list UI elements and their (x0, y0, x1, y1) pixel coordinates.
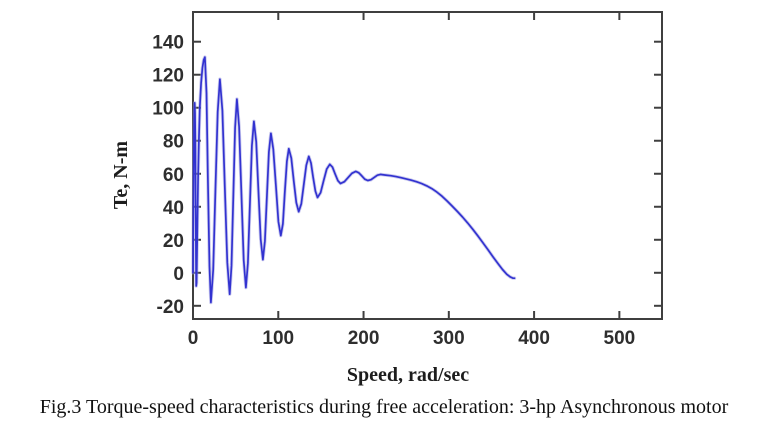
figure-caption: Fig.3 Torque-speed characteristics durin… (39, 396, 729, 418)
y-tick-label: 20 (163, 231, 184, 252)
x-tick-label: 100 (262, 328, 294, 349)
y-tick-label: 0 (173, 264, 184, 285)
x-tick-label: 500 (604, 328, 636, 349)
y-tick-label: 100 (152, 99, 184, 120)
y-tick-label: 120 (152, 66, 184, 87)
curve-layer (191, 55, 517, 305)
y-tick-label: 60 (163, 165, 184, 186)
y-tick-label: 40 (163, 198, 184, 219)
y-axis-label: Te, N-m (110, 141, 132, 209)
x-axis-label: Speed, rad/sec (347, 364, 469, 386)
plot-frame (192, 11, 663, 320)
y-tick-label: -20 (157, 297, 184, 318)
y-tick-label: 80 (163, 132, 184, 153)
x-tick-label: 200 (348, 328, 380, 349)
y-tick-label: 140 (152, 33, 184, 54)
x-tick-label: 400 (518, 328, 550, 349)
x-tick-label: 0 (188, 328, 199, 349)
x-tick-label: 300 (433, 328, 465, 349)
torque-curve (192, 56, 516, 304)
